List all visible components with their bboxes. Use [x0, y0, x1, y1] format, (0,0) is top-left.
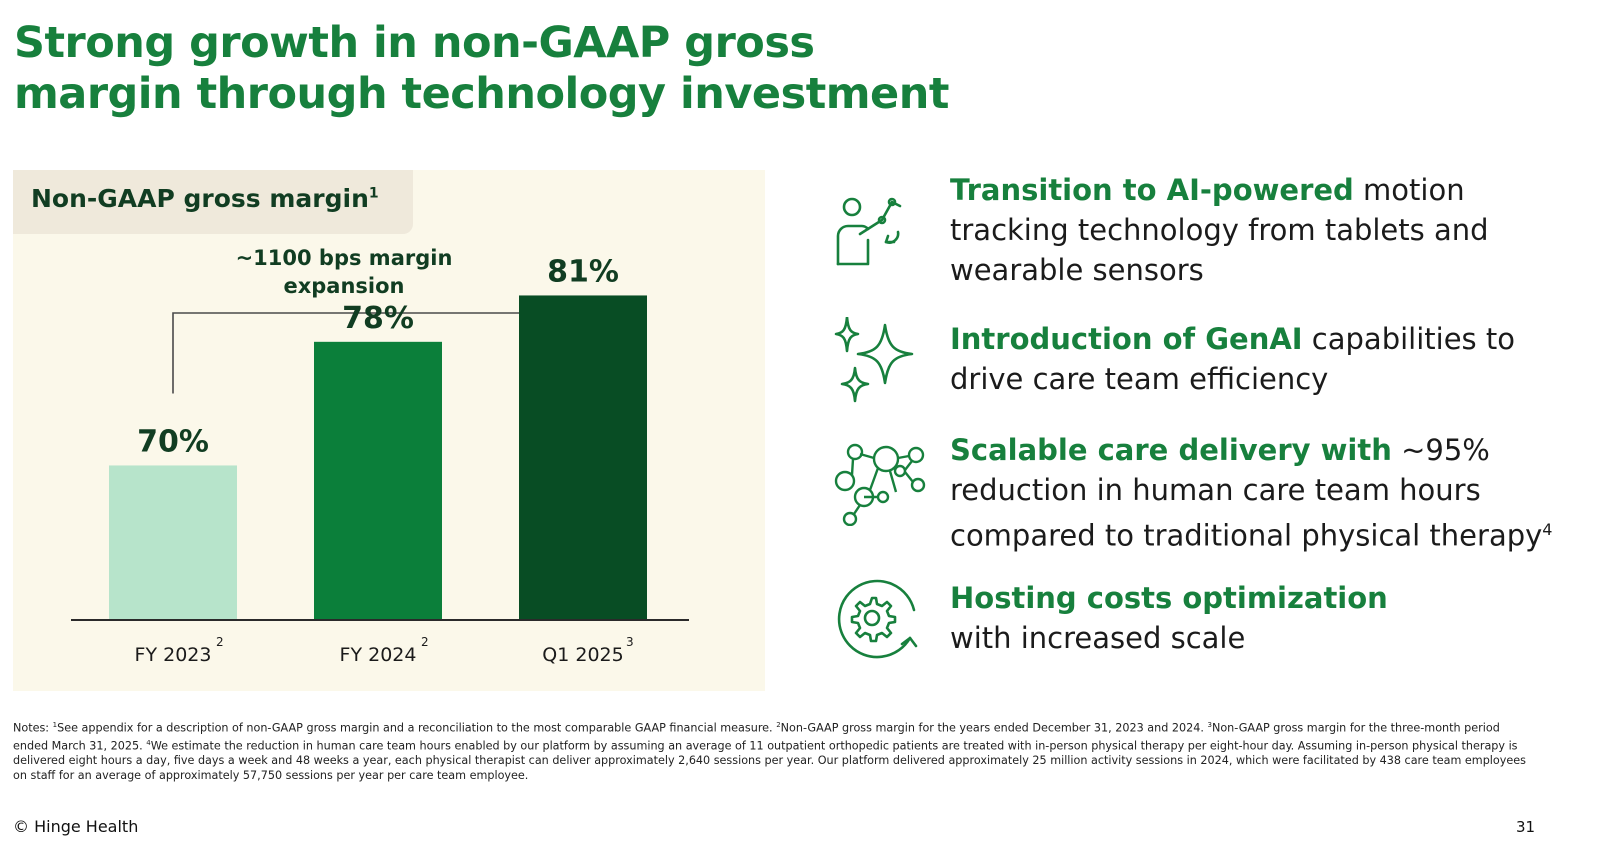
- highlight-rest-ai-tracking: motion tracking technology from tablets …: [950, 173, 1489, 287]
- highlight-bold-scalable-care: Scalable care delivery with: [950, 433, 1392, 467]
- footnotes: Notes: 1See appendix for a description o…: [13, 718, 1533, 783]
- bar-chart: ~1100 bps margin expansion 70% FY 2023 2 78% F…: [71, 246, 689, 666]
- chart-panel: Non-GAAP gross margin1 ~1100 bps margin e…: [13, 170, 765, 691]
- highlight-bold-genai: Introduction of GenAI: [950, 322, 1303, 356]
- x-tick-label: FY 2023: [135, 644, 212, 666]
- bar-fy-2024: [314, 341, 442, 620]
- x-tick-footnote: 2: [216, 635, 224, 649]
- page-title-line-1: Strong growth in non-GAAP gross: [14, 18, 815, 68]
- highlight-bold-hosting-costs: Hosting costs optimization: [950, 581, 1388, 615]
- highlight-rest-genai: capabilities to drive care team efficien…: [950, 322, 1515, 396]
- highlight-text-scalable-care: Scalable care delivery with ~95% reducti…: [950, 430, 1590, 556]
- highlight-rest-scalable-care: ~95% reduction in human care team hours …: [950, 433, 1543, 553]
- chart-panel-label: Non-GAAP gross margin1: [13, 170, 413, 234]
- note-3: Non-GAAP gross margin for the three-mont…: [13, 721, 1500, 753]
- sparkles-icon: [830, 315, 930, 417]
- annotation-line-1: ~1100 bps margin: [236, 246, 453, 270]
- gear-cycle-icon: [830, 576, 930, 676]
- chart-title: Non-GAAP gross margin1: [31, 184, 379, 213]
- note-2-marker: 2: [776, 721, 781, 729]
- data-label: 78%: [342, 301, 414, 336]
- highlight-bold-ai-tracking: Transition to AI-powered: [950, 173, 1354, 207]
- note-4-marker: 4: [146, 739, 151, 748]
- chart-title-text: Non-GAAP gross margin: [31, 184, 369, 213]
- page-title-line-2: margin through technology investment: [14, 69, 949, 119]
- note-3-marker: 3: [1207, 721, 1212, 729]
- highlight-footnote-scalable-care: 4: [1542, 520, 1553, 539]
- note-2: Non-GAAP gross margin for the years ende…: [780, 721, 1208, 735]
- x-tick-label: FY 2024: [340, 644, 417, 666]
- x-tick-label: Q1 2025: [542, 644, 623, 666]
- person-motion-tracking-icon: [830, 170, 930, 270]
- note-1-marker: 1: [52, 721, 58, 729]
- page-title: Strong growth in non-GAAP gross margin t…: [14, 18, 1014, 120]
- highlight-text-genai: Introduction of GenAI capabilities to dr…: [950, 319, 1590, 399]
- chart-title-footnote: 1: [368, 185, 379, 202]
- highlight-rest-hosting-costs: with increased scale: [950, 621, 1246, 655]
- highlight-text-ai-tracking: Transition to AI-powered motion tracking…: [950, 170, 1590, 290]
- note-4: We estimate the reduction in human care …: [13, 739, 1526, 782]
- highlight-text-hosting-costs: Hosting costs optimization with increase…: [950, 578, 1590, 658]
- annotation-line-2: expansion: [283, 274, 404, 298]
- copyright: © Hinge Health: [13, 817, 139, 836]
- page-number: 31: [1516, 818, 1536, 836]
- network-people-icon: [830, 426, 930, 527]
- x-tick-footnote: 2: [421, 635, 429, 649]
- highlights-list: Transition to AI-powered motion tracking…: [830, 170, 1590, 690]
- notes-prefix: Notes:: [13, 721, 53, 735]
- margin-expansion-bracket: [172, 312, 530, 394]
- bar-q1-2025: [519, 295, 647, 620]
- data-label: 81%: [547, 254, 619, 289]
- data-label: 70%: [137, 424, 209, 459]
- bar-fy-2023: [109, 465, 237, 620]
- note-1: See appendix for a description of non-GA…: [57, 721, 777, 735]
- x-tick-footnote: 3: [626, 635, 634, 649]
